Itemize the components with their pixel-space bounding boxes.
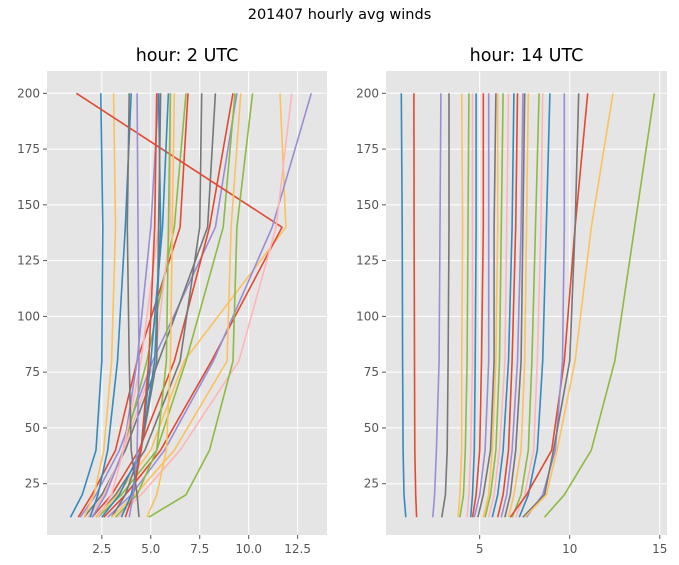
plot-area — [47, 71, 327, 535]
figure-title: 201407 hourly avg winds — [247, 7, 432, 23]
series-line — [522, 93, 580, 518]
series-line — [101, 93, 162, 518]
series-line — [95, 93, 287, 518]
series-line — [469, 93, 477, 518]
x-tick-label: 15 — [652, 542, 667, 556]
series-line — [413, 93, 418, 518]
y-tick-label: 150 — [356, 198, 379, 212]
series-line — [518, 93, 551, 518]
y-tick-label: 175 — [356, 142, 379, 156]
y-tick-label: 25 — [364, 477, 379, 491]
series-line — [509, 93, 589, 518]
subplot-title: hour: 14 UTC — [470, 46, 584, 66]
y-tick-label: 100 — [356, 309, 379, 323]
series-line — [511, 93, 540, 518]
series-line — [477, 93, 497, 518]
series-line — [482, 93, 499, 518]
series-line — [148, 93, 254, 518]
series-line — [400, 93, 407, 518]
y-tick-label: 150 — [17, 198, 40, 212]
x-tick-label: 7.5 — [190, 542, 209, 556]
y-tick-label: 50 — [25, 421, 40, 435]
series-line — [457, 93, 464, 518]
series-line — [120, 93, 170, 518]
series-line — [484, 93, 504, 518]
y-tick-label: 175 — [17, 142, 40, 156]
subplot-title: hour: 2 UTC — [136, 46, 239, 66]
y-tick-label: 75 — [25, 365, 40, 379]
x-tick-label: 2.5 — [92, 542, 111, 556]
series-line — [83, 93, 217, 518]
y-tick-label: 125 — [356, 254, 379, 268]
y-tick-label: 200 — [17, 86, 40, 100]
series-line — [504, 93, 526, 518]
x-tick-label: 10.0 — [235, 542, 262, 556]
y-tick-label: 200 — [356, 86, 379, 100]
series-line — [110, 93, 162, 518]
series-line — [491, 93, 515, 518]
series-line — [128, 93, 140, 518]
y-tick-label: 75 — [364, 365, 379, 379]
series-line — [543, 93, 656, 518]
series-line — [69, 93, 104, 518]
series-line — [83, 93, 117, 518]
series-line — [146, 93, 176, 518]
y-tick-label: 50 — [364, 421, 379, 435]
series-line — [500, 93, 524, 518]
x-tick-label: 12.5 — [284, 542, 311, 556]
series-line — [507, 93, 530, 518]
series-line — [87, 93, 172, 518]
x-tick-label: 10 — [562, 542, 577, 556]
subplot-hour-14-utc: 5 10 15 25 50 75 100 125 150 175 200 hour: 14 UTC — [356, 46, 667, 556]
subplot-hour-2-utc: 2.5 5.0 7.5 10.0 12.5 25 50 75 100 125 150 175 200 ho… — [17, 46, 327, 556]
y-tick-label: 125 — [17, 254, 40, 268]
y-tick-label: 25 — [25, 477, 40, 491]
series-line — [79, 93, 238, 518]
series-line — [89, 93, 132, 518]
series-line — [441, 93, 450, 518]
series-line — [473, 93, 490, 518]
series-line — [487, 93, 510, 518]
series-line — [77, 93, 189, 518]
series-line — [459, 93, 470, 518]
series-line — [126, 93, 140, 518]
series-line — [496, 93, 519, 518]
series-line — [75, 92, 283, 518]
series-line — [466, 93, 474, 518]
series-line — [432, 93, 442, 518]
series-line — [114, 93, 172, 518]
x-tick-label: 5 — [476, 542, 484, 556]
series-line — [524, 93, 614, 518]
series-line — [91, 93, 234, 518]
x-tick-label: 5.0 — [141, 542, 160, 556]
y-tick-label: 100 — [17, 309, 40, 323]
series-line — [471, 93, 485, 518]
series-line — [95, 93, 203, 518]
